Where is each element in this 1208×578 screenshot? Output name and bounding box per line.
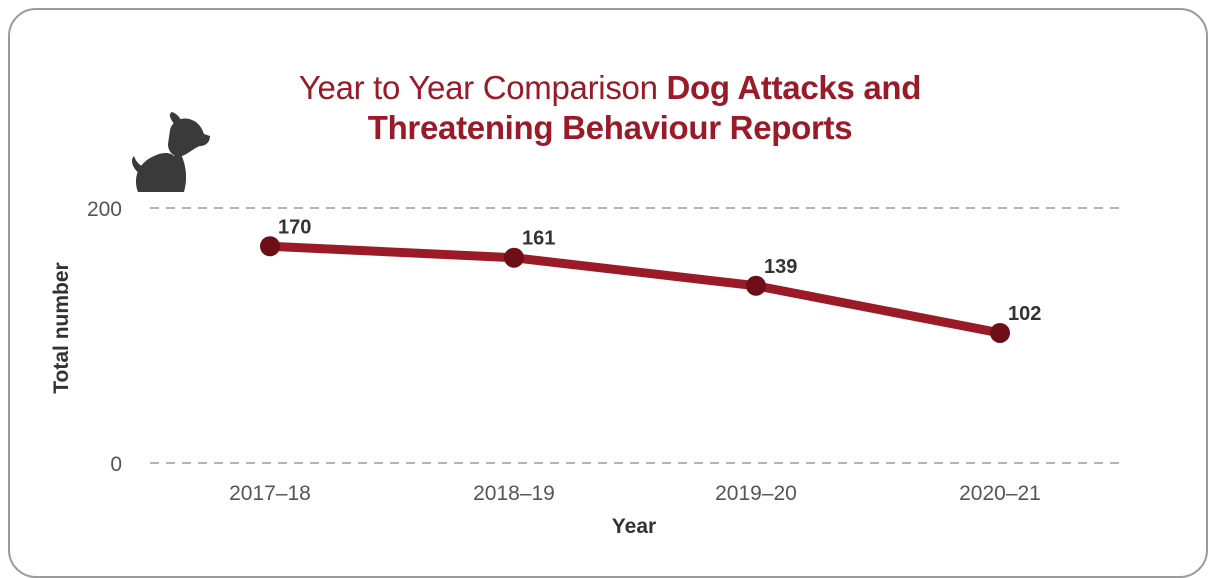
y-tick-label: 200 — [87, 198, 122, 221]
dog-icon — [132, 112, 210, 192]
chart-title-bold-line2: Threatening Behaviour Reports — [367, 109, 853, 146]
data-point — [504, 247, 524, 268]
x-tick-label: 2019–20 — [715, 482, 797, 505]
x-tick-label: 2020–21 — [959, 482, 1041, 505]
data-label: 139 — [764, 256, 797, 278]
x-tick-label: 2017–18 — [229, 482, 311, 505]
data-point — [260, 236, 280, 257]
data-label: 170 — [278, 216, 311, 238]
data-point — [990, 322, 1010, 343]
chart-title-light: Year to Year Comparison — [298, 69, 658, 106]
y-axis-label: Total number — [50, 262, 73, 393]
data-label: 161 — [522, 228, 555, 250]
y-tick-label: 0 — [110, 453, 122, 476]
chart-title-bold-line1: Dog Attacks and — [666, 69, 922, 106]
series-line — [265, 241, 1005, 338]
chart-title: Year to Year Comparison Dog Attacks and … — [180, 68, 1040, 148]
x-tick-label: 2018–19 — [473, 482, 555, 505]
chart-card — [8, 8, 1208, 578]
data-label: 102 — [1008, 303, 1041, 325]
x-axis-label: Year — [612, 515, 656, 538]
data-point — [746, 275, 766, 296]
line-chart: 200 0 2017–18 2018–19 2019–20 2020–21 Year Tota… — [50, 198, 1125, 538]
